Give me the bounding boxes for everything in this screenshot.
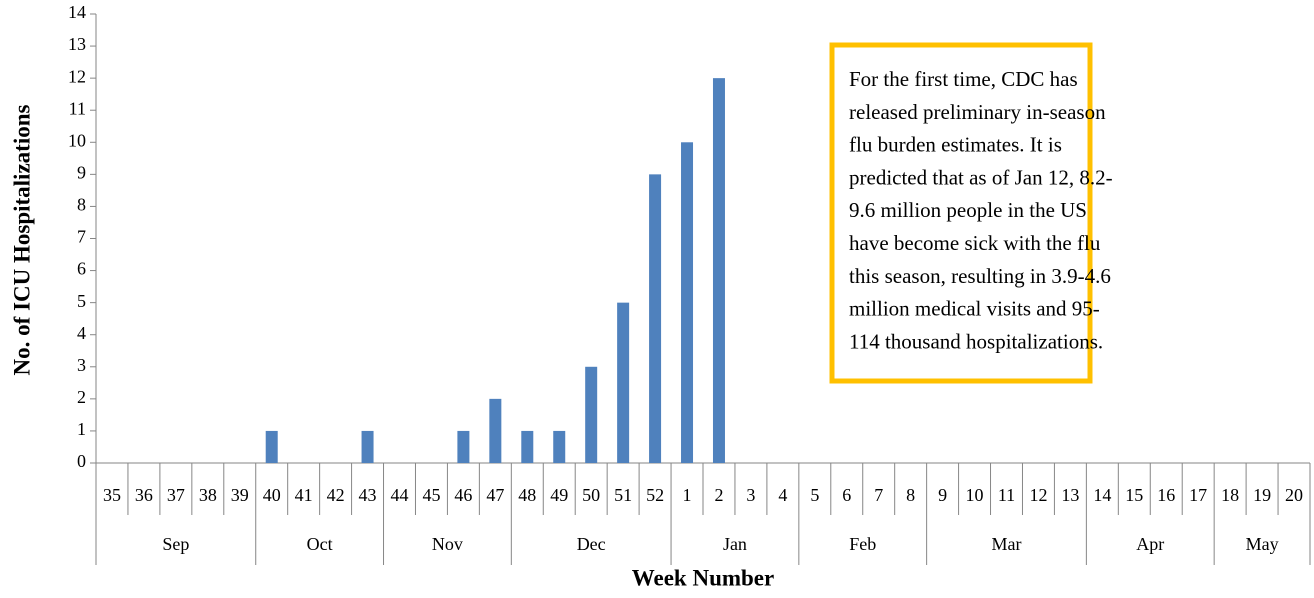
x-tick-label: 40 xyxy=(263,485,281,505)
x-tick-label: 8 xyxy=(906,485,915,505)
bar xyxy=(361,430,374,463)
y-tick-label: 13 xyxy=(68,34,86,54)
y-tick-label: 8 xyxy=(77,195,86,215)
x-tick-label: 9 xyxy=(938,485,947,505)
x-tick-label: 1 xyxy=(683,485,692,505)
y-tick-label: 1 xyxy=(77,419,86,439)
x-tick-label: 46 xyxy=(454,485,472,505)
x-tick-label: 42 xyxy=(327,485,345,505)
y-tick-label: 0 xyxy=(77,451,86,471)
annotation-line: 9.6 million people in the US xyxy=(849,198,1087,222)
x-tick-label: 35 xyxy=(103,485,121,505)
annotation-line: million medical visits and 95- xyxy=(849,297,1100,321)
annotation-box xyxy=(829,42,1093,384)
x-tick-label: 2 xyxy=(714,485,723,505)
x-tick-label: 38 xyxy=(199,485,217,505)
x-tick-label: 37 xyxy=(167,485,185,505)
y-tick-label: 7 xyxy=(77,227,86,247)
group-label: Apr xyxy=(1136,534,1164,554)
x-tick-label: 41 xyxy=(295,485,313,505)
x-tick-label: 48 xyxy=(518,485,536,505)
annotation-line: released preliminary in-season xyxy=(849,100,1106,124)
group-label: Oct xyxy=(307,534,333,554)
x-tick-label: 13 xyxy=(1061,485,1079,505)
y-tick-label: 10 xyxy=(68,130,86,150)
x-tick-label: 16 xyxy=(1157,485,1175,505)
annotation-line: For the first time, CDC has xyxy=(849,67,1078,91)
y-tick-label: 4 xyxy=(77,323,86,343)
x-tick-label: 11 xyxy=(998,485,1015,505)
x-tick-label: 18 xyxy=(1221,485,1239,505)
y-tick-label: 9 xyxy=(77,162,86,182)
x-tick-label: 50 xyxy=(582,485,600,505)
x-tick-label: 5 xyxy=(810,485,819,505)
x-tick-label: 51 xyxy=(614,485,632,505)
bar xyxy=(649,174,662,463)
x-tick-label: 39 xyxy=(231,485,249,505)
x-tick-label: 17 xyxy=(1189,485,1207,505)
bar xyxy=(489,398,502,463)
annotation-line: have become sick with the flu xyxy=(849,231,1101,255)
group-label: Dec xyxy=(577,534,606,554)
x-tick-label: 12 xyxy=(1029,485,1047,505)
group-label: Feb xyxy=(849,534,876,554)
y-tick-label: 2 xyxy=(77,387,86,407)
bar xyxy=(265,430,278,463)
group-label: Sep xyxy=(162,534,189,554)
group-label: Mar xyxy=(992,534,1022,554)
x-tick-label: 36 xyxy=(135,485,153,505)
x-tick-label: 52 xyxy=(646,485,664,505)
group-label: May xyxy=(1246,534,1279,554)
y-tick-label: 5 xyxy=(77,291,86,311)
x-tick-label: 15 xyxy=(1125,485,1143,505)
bar xyxy=(712,78,725,464)
bar xyxy=(553,430,566,463)
y-tick-label: 11 xyxy=(69,98,86,118)
x-tick-label: 19 xyxy=(1253,485,1271,505)
x-tick-label: 14 xyxy=(1093,485,1111,505)
x-tick-label: 4 xyxy=(778,485,787,505)
x-tick-label: 3 xyxy=(746,485,755,505)
x-tick-label: 44 xyxy=(391,485,409,505)
x-tick-label: 20 xyxy=(1285,485,1303,505)
y-tick-label: 12 xyxy=(68,66,86,86)
x-axis-title: Week Number xyxy=(632,565,774,590)
annotation-line: 114 thousand hospitalizations. xyxy=(849,329,1103,353)
x-tick-label: 10 xyxy=(966,485,984,505)
bar xyxy=(681,142,694,464)
bar xyxy=(521,430,534,463)
y-tick-label: 3 xyxy=(77,355,86,375)
y-tick-label: 6 xyxy=(77,259,86,279)
annotation-line: flu burden estimates. It is xyxy=(849,133,1062,157)
y-tick-label: 14 xyxy=(68,2,86,22)
bar xyxy=(585,366,598,463)
x-tick-label: 47 xyxy=(486,485,504,505)
x-tick-label: 49 xyxy=(550,485,568,505)
group-label: Nov xyxy=(432,534,463,554)
x-tick-label: 43 xyxy=(359,485,377,505)
annotation-line: predicted that as of Jan 12, 8.2- xyxy=(849,165,1113,189)
x-tick-label: 7 xyxy=(874,485,883,505)
y-axis-title: No. of ICU Hospitalizations xyxy=(9,105,34,376)
x-tick-label: 45 xyxy=(422,485,440,505)
bar xyxy=(457,430,470,463)
bar xyxy=(617,302,630,463)
x-tick-label: 6 xyxy=(842,485,851,505)
group-label: Jan xyxy=(723,534,747,554)
annotation-line: this season, resulting in 3.9-4.6 xyxy=(849,264,1111,288)
